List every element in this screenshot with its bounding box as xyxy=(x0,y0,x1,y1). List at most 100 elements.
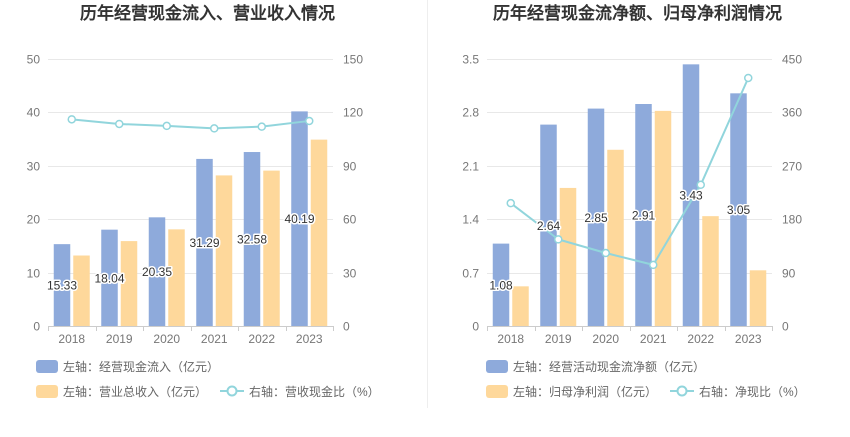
marker-cash-to-revenue-ratio-2023 xyxy=(305,116,314,126)
marker-net-cash-ratio-2018 xyxy=(506,198,515,208)
bar-net-profit-2018 xyxy=(512,286,529,326)
legend-label: 左轴：经营现金流入（亿元） xyxy=(63,359,220,374)
y-right-tick-label: 0 xyxy=(782,320,789,334)
y-right-tick-label: 60 xyxy=(343,213,357,227)
marker-cash-to-revenue-ratio-2020 xyxy=(162,121,171,131)
bar-cash-inflow-2021 xyxy=(196,158,213,326)
bar-cash-inflow-2022 xyxy=(243,152,261,326)
y-left-tick-label: 20 xyxy=(27,213,41,227)
legend-item-net-profit[interactable]: 左轴：归母净利润（亿元） xyxy=(486,383,657,399)
bar-net-profit-2019 xyxy=(559,187,577,326)
y-left-tick-label: 0.7 xyxy=(462,267,479,281)
y-left-tick-label: 3.5 xyxy=(462,53,479,67)
data-label-cash-inflow-2022: 32.58 xyxy=(237,233,267,247)
y-right-tick-label: 450 xyxy=(782,53,802,67)
bar-cash-inflow-2020 xyxy=(148,217,166,326)
y-left-tick-label: 0 xyxy=(472,320,479,334)
bar-operating-net-cash-flow-2021 xyxy=(635,104,652,326)
bar-net-profit-2023 xyxy=(749,270,767,326)
data-label-operating-net-cash-flow-2019: 2.64 xyxy=(537,219,561,233)
data-label-cash-inflow-2020: 20.35 xyxy=(142,265,172,279)
chart-title: 历年经营现金流入、营业收入情况 xyxy=(80,4,335,23)
bar-total-revenue-2023 xyxy=(310,139,328,326)
data-label-cash-inflow-2021: 31.29 xyxy=(189,236,219,250)
data-label-operating-net-cash-flow-2022: 3.43 xyxy=(679,189,703,203)
y-right-tick-label: 270 xyxy=(782,160,802,174)
legend-swatch xyxy=(486,384,508,398)
data-label-cash-inflow-2019: 18.04 xyxy=(94,271,124,285)
x-tick-label-2018: 2018 xyxy=(497,332,524,346)
x-tick-label-2021: 2021 xyxy=(640,332,667,346)
x-tick-label-2019: 2019 xyxy=(545,332,572,346)
bar-total-revenue-2019 xyxy=(120,241,138,326)
marker-net-cash-ratio-2022 xyxy=(696,180,705,190)
legend-swatch xyxy=(486,359,508,373)
bar-operating-net-cash-flow-2020 xyxy=(587,108,605,326)
marker-net-cash-ratio-2021 xyxy=(649,260,658,270)
chart-panel-cash-inflow-revenue: 0 10 20 30 40 50 0 30 60 90 120 150 2018 2019 2020 2021… xyxy=(27,4,380,399)
line-cash-to-revenue-ratio xyxy=(71,118,310,130)
x-tick-label-2020: 2020 xyxy=(592,332,619,346)
marker-net-cash-ratio-2023 xyxy=(744,73,753,83)
y-left-tick-label: 50 xyxy=(27,53,41,67)
bar-total-revenue-2022 xyxy=(263,170,280,326)
marker-cash-to-revenue-ratio-2018 xyxy=(67,115,76,124)
x-tick-label-2019: 2019 xyxy=(106,332,133,346)
y-left-tick-label: 2.8 xyxy=(462,106,479,120)
marker-cash-to-revenue-ratio-2019 xyxy=(115,119,124,129)
bar-net-profit-2021 xyxy=(654,110,672,326)
x-tick-label-2020: 2020 xyxy=(153,332,180,346)
y-right-tick-label: 90 xyxy=(343,160,357,174)
y-right-tick-label: 90 xyxy=(782,267,796,281)
x-tick-label-2018: 2018 xyxy=(58,332,85,346)
y-right-tick-label: 180 xyxy=(782,213,802,227)
y-right-tick-label: 360 xyxy=(782,106,802,120)
legend-item-net-cash-ratio[interactable]: 右轴：净现比（%） xyxy=(670,383,806,399)
marker-net-cash-ratio-2019 xyxy=(554,235,563,244)
x-tick-label-2023: 2023 xyxy=(296,332,323,346)
chart-plot-cash-flow-net-profit: 0 0.7 1.4 2.1 2.8 3.5 0 90 180 270 360 450 2018 2019 2… xyxy=(462,53,802,347)
bar-operating-net-cash-flow-2019 xyxy=(540,124,557,326)
legend-item-cash-inflow[interactable]: 左轴：经营现金流入（亿元） xyxy=(36,358,219,374)
chart-plot-cash-inflow-revenue: 0 10 20 30 40 50 0 30 60 90 120 150 2018 2019 2020 2021… xyxy=(27,53,364,347)
legend-item-operating-net-cash-flow[interactable]: 左轴：经营活动现金流净额（亿元） xyxy=(486,358,705,374)
chart-panel-cash-flow-net-profit: 0 0.7 1.4 2.1 2.8 3.5 0 90 180 270 360 450 2018 2019 2… xyxy=(425,0,850,437)
legend-label: 右轴：营收现金比（%） xyxy=(249,384,380,399)
y-left-tick-label: 2.1 xyxy=(462,160,479,174)
line-net-cash-ratio xyxy=(510,77,750,266)
bar-net-profit-2022 xyxy=(702,216,719,326)
y-left-tick-label: 1.4 xyxy=(462,213,479,227)
bar-total-revenue-2018 xyxy=(73,255,90,326)
bar-net-profit-2020 xyxy=(607,149,624,326)
legend-label: 左轴：归母净利润（亿元） xyxy=(513,384,658,399)
y-right-tick-label: 30 xyxy=(343,267,357,281)
legend-line-marker-icon xyxy=(220,385,244,397)
legend-swatch xyxy=(36,359,58,373)
legend-item-cash-to-revenue-ratio[interactable]: 右轴：营收现金比（%） xyxy=(220,383,380,399)
bar-cash-inflow-2018 xyxy=(53,244,71,326)
marker-net-cash-ratio-2020 xyxy=(601,248,610,258)
data-label-operating-net-cash-flow-2018: 1.08 xyxy=(489,278,513,292)
legend-label: 右轴：净现比（%） xyxy=(699,384,806,399)
data-label-operating-net-cash-flow-2021: 2.91 xyxy=(632,209,656,223)
y-left-tick-label: 10 xyxy=(27,267,41,281)
panel-divider xyxy=(427,0,428,408)
legend-item-total-revenue[interactable]: 左轴：营业总收入（亿元） xyxy=(36,383,207,399)
x-tick-label-2022: 2022 xyxy=(687,332,714,346)
data-label-cash-inflow-2023: 40.19 xyxy=(284,212,314,226)
legend-swatch xyxy=(36,384,58,398)
y-right-tick-label: 0 xyxy=(343,320,350,334)
marker-cash-to-revenue-ratio-2022 xyxy=(257,122,266,131)
legend-label: 左轴：经营活动现金流净额（亿元） xyxy=(513,359,706,374)
y-left-tick-label: 40 xyxy=(27,106,41,120)
y-right-tick-label: 150 xyxy=(343,53,363,67)
chart-title: 历年经营现金流净额、归母净利润情况 xyxy=(493,4,782,23)
bar-total-revenue-2021 xyxy=(215,175,233,326)
bar-operating-net-cash-flow-2018 xyxy=(492,243,510,326)
legend-line-marker-icon xyxy=(670,385,694,397)
bar-cash-inflow-2019 xyxy=(101,229,118,326)
bar-operating-net-cash-flow-2022 xyxy=(682,64,700,326)
y-right-tick-label: 120 xyxy=(343,106,363,120)
y-left-tick-label: 30 xyxy=(27,160,41,174)
data-label-cash-inflow-2018: 15.33 xyxy=(47,279,77,293)
